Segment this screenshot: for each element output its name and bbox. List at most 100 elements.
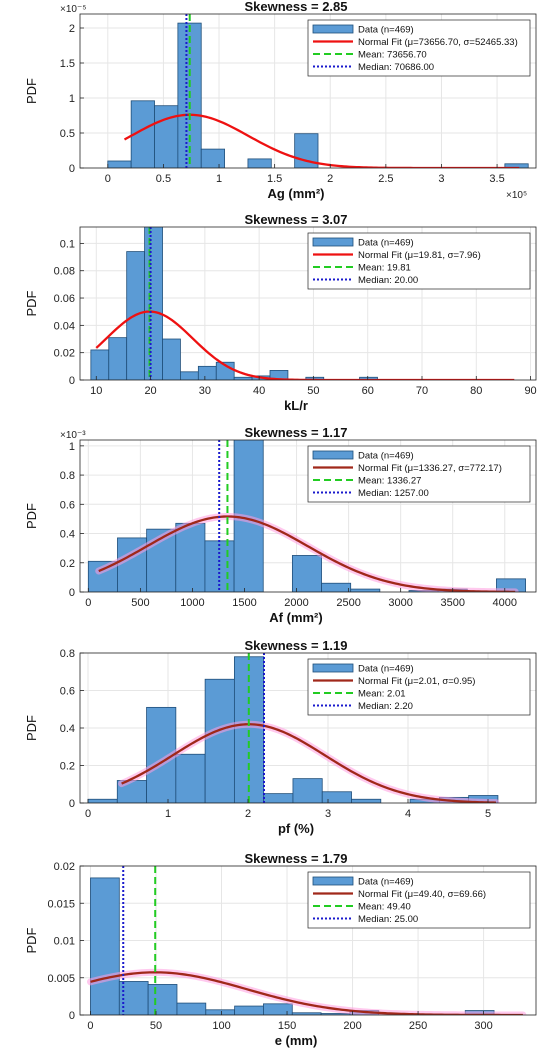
x-tick-label: 20 — [144, 385, 156, 397]
normal-fit — [118, 720, 500, 803]
histogram-bar — [351, 798, 382, 803]
y-exponent-label: ×10⁻³ — [60, 430, 86, 441]
x-tick-label: 1000 — [180, 597, 204, 609]
legend-entry-fit: Normal Fit (μ=2.01, σ=0.95) — [358, 676, 475, 687]
histogram-bars — [90, 227, 378, 380]
legend-entry-mean: Mean: 2.01 — [358, 689, 406, 700]
legend: Data (n=469)Normal Fit (μ=73656.70, σ=52… — [307, 19, 531, 77]
legend: Data (n=469)Normal Fit (μ=49.40, σ=69.66… — [307, 871, 531, 929]
legend-entry-mean: Mean: 1336.27 — [358, 476, 421, 487]
y-tick-label: 0.02 — [54, 348, 75, 360]
axes-box — [79, 439, 537, 593]
y-exponent-label: ×10⁻⁵ — [60, 4, 86, 15]
histogram-bar — [175, 522, 206, 592]
histogram-bar — [176, 1002, 207, 1015]
histogram-bar — [292, 778, 323, 803]
x-exponent-label: ×10⁵ — [506, 190, 527, 201]
y-tick-label: 1.5 — [60, 58, 75, 70]
y-tick-label: 0.04 — [54, 320, 75, 332]
histogram-bar — [269, 370, 289, 380]
y-axis-label: PDF — [24, 290, 39, 316]
x-tick-label: 1500 — [232, 597, 256, 609]
legend-entry-data: Data (n=469) — [358, 877, 414, 888]
y-tick-label: 0 — [69, 375, 75, 387]
y-tick-label: 0.4 — [60, 529, 75, 541]
x-tick-label: 0 — [105, 173, 111, 185]
legend: Data (n=469)Normal Fit (μ=2.01, σ=0.95) M… — [307, 658, 531, 716]
chart-panel-5: 0 50 100 150 200 250 300 0 0.005 0.01 0.015 0.02 Ske… — [24, 851, 537, 1048]
y-tick-label: 2 — [69, 23, 75, 35]
x-tick-label: 1.5 — [267, 173, 282, 185]
y-tick-label: 0.2 — [60, 761, 75, 773]
x-tick-label: 3.5 — [489, 173, 504, 185]
y-tick-label: 0.01 — [54, 936, 75, 948]
x-tick-label: 5 — [485, 808, 491, 820]
legend: Data (n=469)Normal Fit (μ=19.81, σ=7.96)… — [307, 232, 531, 290]
x-tick-label: 200 — [343, 1020, 361, 1032]
legend-entry-data: Data (n=469) — [358, 451, 414, 462]
x-tick-label: 500 — [131, 597, 149, 609]
x-axis-label: Af (mm²) — [269, 610, 322, 625]
x-tick-label: 2500 — [336, 597, 360, 609]
histogram-bar — [147, 984, 178, 1015]
histogram-bar — [291, 555, 322, 592]
x-tick-label: 0 — [85, 808, 91, 820]
histogram-bar — [321, 791, 352, 803]
x-axis-label: Ag (mm²) — [267, 186, 324, 201]
legend-entry-mean: Mean: 73656.70 — [358, 50, 427, 61]
y-tick-label: 1 — [69, 441, 75, 453]
legend: Data (n=469)Normal Fit (μ=1336.27, σ=772… — [307, 445, 531, 503]
legend-swatch-data — [312, 663, 354, 673]
x-tick-label: 40 — [253, 385, 265, 397]
y-tick-label: 0.8 — [60, 470, 75, 482]
y-tick-label: 0.06 — [54, 293, 75, 305]
chart-panel-4: 0 1 2 3 4 5 0 0.2 0.4 0.6 0.8 Skewness = 1.19 pf (%)… — [24, 638, 537, 836]
x-tick-label: 3 — [438, 173, 444, 185]
x-tick-label: 60 — [362, 385, 374, 397]
histogram-bar — [87, 798, 118, 803]
histogram-bar — [90, 877, 120, 1015]
x-tick-label: 90 — [524, 385, 536, 397]
histogram-bar — [200, 148, 225, 168]
x-tick-label: 10 — [90, 385, 102, 397]
x-tick-label: 30 — [199, 385, 211, 397]
histogram-bar — [107, 160, 132, 168]
y-tick-label: 0 — [69, 1010, 75, 1022]
histogram-bar — [197, 365, 217, 380]
y-tick-label: 0.02 — [54, 861, 75, 873]
x-tick-label: 100 — [212, 1020, 230, 1032]
legend-swatch-data — [312, 24, 354, 34]
histogram-bar — [233, 440, 264, 592]
legend-entry-median: Median: 2.20 — [358, 701, 413, 712]
legend-swatch-data — [312, 450, 354, 460]
histogram-bar — [108, 337, 128, 380]
x-tick-label: 1 — [165, 808, 171, 820]
y-tick-label: 0.1 — [60, 238, 75, 250]
y-tick-label: 0 — [69, 163, 75, 175]
histogram-bar — [263, 1003, 293, 1015]
y-tick-label: 0 — [69, 587, 75, 599]
y-tick-label: 0.08 — [54, 266, 75, 278]
y-axis-label: PDF — [24, 503, 39, 529]
x-tick-label: 50 — [307, 385, 319, 397]
y-tick-label: 0.4 — [60, 723, 75, 735]
legend-entry-median: Median: 25.00 — [358, 914, 418, 925]
x-tick-label: 3000 — [388, 597, 412, 609]
normal-fit-curve — [121, 723, 497, 803]
x-tick-label: 0.5 — [156, 173, 171, 185]
legend-swatch-data — [312, 237, 354, 247]
axes-box — [79, 13, 537, 169]
x-tick-label: 300 — [474, 1020, 492, 1032]
y-tick-label: 0.6 — [60, 499, 75, 511]
y-tick-label: 0.5 — [60, 128, 75, 140]
histogram-bar — [204, 678, 235, 803]
histogram-bar — [90, 349, 110, 380]
y-tick-label: 0.015 — [47, 898, 75, 910]
legend-entry-fit: Normal Fit (μ=1336.27, σ=772.17) — [358, 463, 502, 474]
histogram-bar — [321, 582, 352, 592]
x-tick-label: 2.5 — [378, 173, 393, 185]
y-axis-label: PDF — [24, 927, 39, 953]
legend-entry-data: Data (n=469) — [358, 238, 414, 249]
legend-swatch-data — [312, 876, 354, 886]
